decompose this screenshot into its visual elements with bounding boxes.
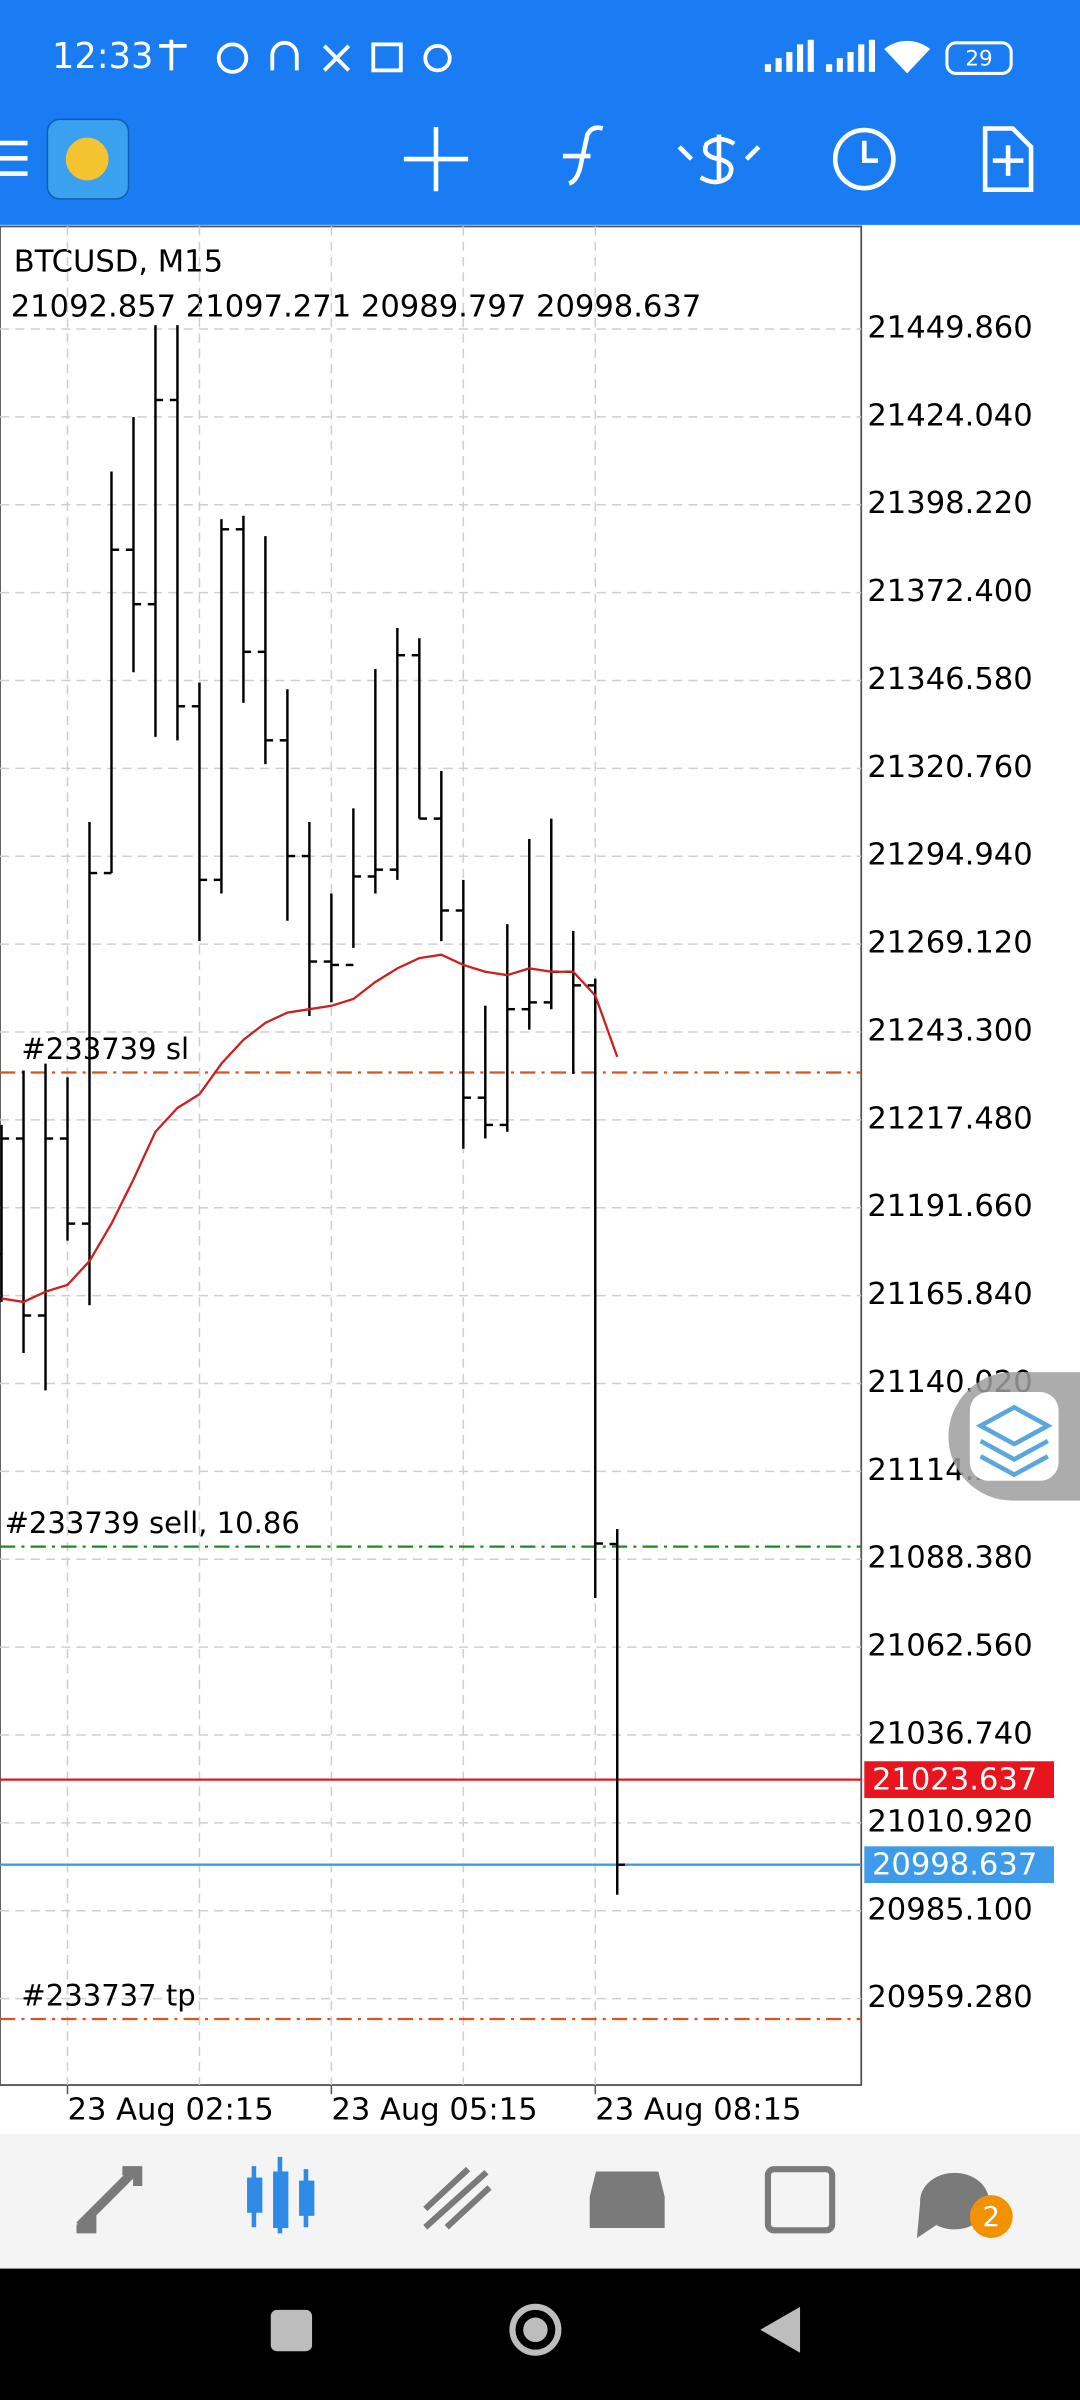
y-tick-label: 21424.040 [867, 398, 1032, 433]
y-tick-label: 21346.580 [867, 662, 1032, 697]
y-tick-label: 21269.120 [867, 926, 1032, 961]
battery-level: 29 [965, 47, 992, 72]
menu-button[interactable] [0, 140, 28, 176]
y-tick-label: 21062.560 [867, 1629, 1032, 1664]
floating-icon [969, 1392, 1059, 1481]
x-tick-label: 23 Aug 02:15 [68, 2093, 274, 2128]
nav-trade[interactable] [423, 2166, 492, 2230]
order-label: #233737 tp [21, 1979, 195, 2013]
x-tick-label: 23 Aug 05:15 [331, 2093, 537, 2128]
y-tick-label: 21010.920 [867, 1804, 1032, 1839]
home-dot [523, 2317, 548, 2343]
chat-badge-count: 2 [983, 2201, 1001, 2233]
y-tick-label: 21294.940 [867, 838, 1032, 873]
home-button[interactable] [509, 2303, 562, 2356]
order-label: #233739 sl [21, 1032, 189, 1066]
y-tick-label: 21398.220 [867, 486, 1032, 521]
trade-button[interactable] [677, 134, 761, 185]
header-open: 21092.857 [11, 289, 176, 324]
crosshair-button[interactable] [403, 126, 469, 192]
y-tick-label: 21088.380 [867, 1541, 1032, 1576]
bid-label-box [864, 1846, 1054, 1884]
bottom-nav [0, 2133, 1080, 2269]
y-tick-label: 21165.840 [867, 1277, 1032, 1312]
app-header [0, 0, 1080, 225]
new-order-button[interactable] [982, 126, 1034, 192]
x-tick-label: 23 Aug 08:15 [595, 2093, 801, 2128]
y-tick-label: 21372.400 [867, 574, 1032, 609]
nav-news[interactable] [764, 2166, 836, 2234]
ask-label-box [864, 1761, 1054, 1798]
bid-label: 20998.637 [872, 1848, 1037, 1883]
status-time: 12:33 [52, 36, 153, 77]
order-label: #233739 sell, 10.86 [5, 1506, 300, 1540]
nav-quotes[interactable] [76, 2166, 143, 2234]
indicators-button[interactable] [562, 125, 604, 186]
y-tick-label: 21217.480 [867, 1101, 1032, 1136]
ohlc-header: 21092.857 21097.271 20989.797 20998.637 [11, 289, 702, 324]
header-close: 20998.637 [536, 289, 701, 324]
nav-history[interactable] [589, 2171, 665, 2229]
signal-icons [764, 39, 931, 74]
nav-chart[interactable] [247, 2156, 315, 2234]
y-tick-label: 21191.660 [867, 1189, 1032, 1224]
y-tick-label: 21320.760 [867, 750, 1032, 785]
chart-title: BTCUSD, M15 [14, 245, 223, 280]
y-tick-label: 21036.740 [867, 1717, 1032, 1752]
status-icons [159, 39, 452, 74]
ask-label: 21023.637 [872, 1763, 1037, 1798]
chat-badge [969, 2195, 1013, 2239]
y-tick-label: 21243.300 [867, 1013, 1032, 1048]
header-low: 20989.797 [361, 289, 526, 324]
chart: BTCUSD, M15 21092.857 21097.271 20989.79… [0, 225, 1054, 2128]
y-tick-label: 21449.860 [867, 310, 1032, 345]
header-high: 21097.271 [186, 289, 351, 324]
y-tick-label: 20959.280 [867, 1980, 1032, 2015]
timeframe-button[interactable] [832, 127, 896, 191]
recents-button[interactable] [270, 2309, 313, 2352]
moving-average [1, 953, 619, 1304]
back-button[interactable] [760, 2306, 801, 2353]
app-logo-mark [65, 137, 109, 181]
y-tick-label: 20985.100 [867, 1892, 1032, 1927]
battery-icon [945, 41, 1013, 75]
